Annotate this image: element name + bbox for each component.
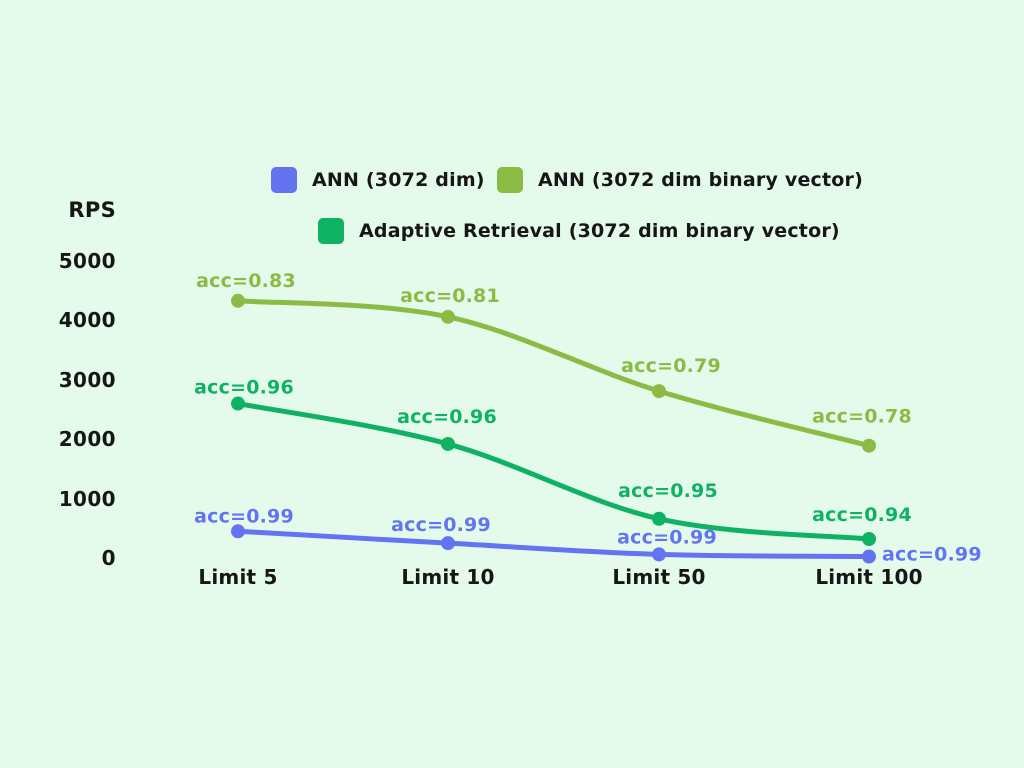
legend-item-adaptive-retrieval: Adaptive Retrieval (3072 dim binary vect… bbox=[318, 218, 840, 244]
point-label-2-2: acc=0.95 bbox=[618, 480, 718, 502]
point-label-0-2: acc=0.99 bbox=[617, 526, 717, 548]
y-tick-5000: 5000 bbox=[58, 249, 116, 273]
x-label-limit-5: Limit 5 bbox=[198, 565, 278, 589]
legend-item-ann-3072-dim: ANN (3072 dim) bbox=[271, 167, 485, 193]
legend-item-ann-3072-dim-binary: ANN (3072 dim binary vector) bbox=[497, 167, 863, 193]
y-axis-title: RPS bbox=[68, 198, 116, 222]
point-label-0-3: acc=0.99 bbox=[882, 544, 982, 566]
data-point-0-1 bbox=[441, 536, 455, 551]
data-point-2-0 bbox=[231, 396, 245, 411]
data-point-0-3 bbox=[862, 549, 876, 564]
data-point-1-0 bbox=[231, 293, 245, 308]
point-label-2-1: acc=0.96 bbox=[397, 406, 497, 428]
series-line-1 bbox=[235, 298, 872, 449]
x-label-limit-100: Limit 100 bbox=[815, 565, 923, 589]
point-label-1-0: acc=0.83 bbox=[196, 270, 296, 292]
x-label-limit-50: Limit 50 bbox=[612, 565, 706, 589]
legend-swatch-ann-3072-dim bbox=[271, 167, 297, 193]
point-label-1-1: acc=0.81 bbox=[400, 285, 500, 307]
legend-label: ANN (3072 dim binary vector) bbox=[538, 169, 863, 191]
point-label-0-0: acc=0.99 bbox=[194, 505, 294, 527]
data-point-2-3 bbox=[862, 531, 876, 546]
y-tick-4000: 4000 bbox=[58, 308, 116, 333]
y-tick-3000: 3000 bbox=[58, 367, 116, 392]
data-point-1-2 bbox=[652, 384, 666, 399]
point-label-2-0: acc=0.96 bbox=[194, 377, 294, 399]
data-point-1-1 bbox=[441, 309, 455, 324]
data-point-2-2 bbox=[652, 511, 666, 526]
legend-label: ANN (3072 dim) bbox=[312, 169, 485, 191]
y-tick-1000: 1000 bbox=[58, 486, 116, 511]
data-point-1-3 bbox=[862, 438, 876, 453]
x-label-limit-10: Limit 10 bbox=[401, 565, 495, 589]
point-label-1-3: acc=0.78 bbox=[812, 406, 912, 428]
point-label-0-1: acc=0.99 bbox=[391, 514, 491, 536]
y-tick-2000: 2000 bbox=[58, 427, 116, 452]
data-point-0-2 bbox=[652, 547, 666, 562]
series-line-2 bbox=[235, 401, 872, 542]
y-tick-0: 0 bbox=[101, 546, 116, 570]
data-point-0-0 bbox=[231, 524, 245, 539]
point-label-1-2: acc=0.79 bbox=[621, 355, 721, 377]
legend-swatch-adaptive-retrieval bbox=[318, 218, 344, 244]
series-line-0 bbox=[235, 528, 872, 560]
point-label-2-3: acc=0.94 bbox=[812, 504, 912, 526]
legend-swatch-ann-3072-dim-binary bbox=[497, 167, 523, 193]
data-point-2-1 bbox=[441, 436, 455, 451]
legend-label: Adaptive Retrieval (3072 dim binary vect… bbox=[359, 220, 840, 242]
